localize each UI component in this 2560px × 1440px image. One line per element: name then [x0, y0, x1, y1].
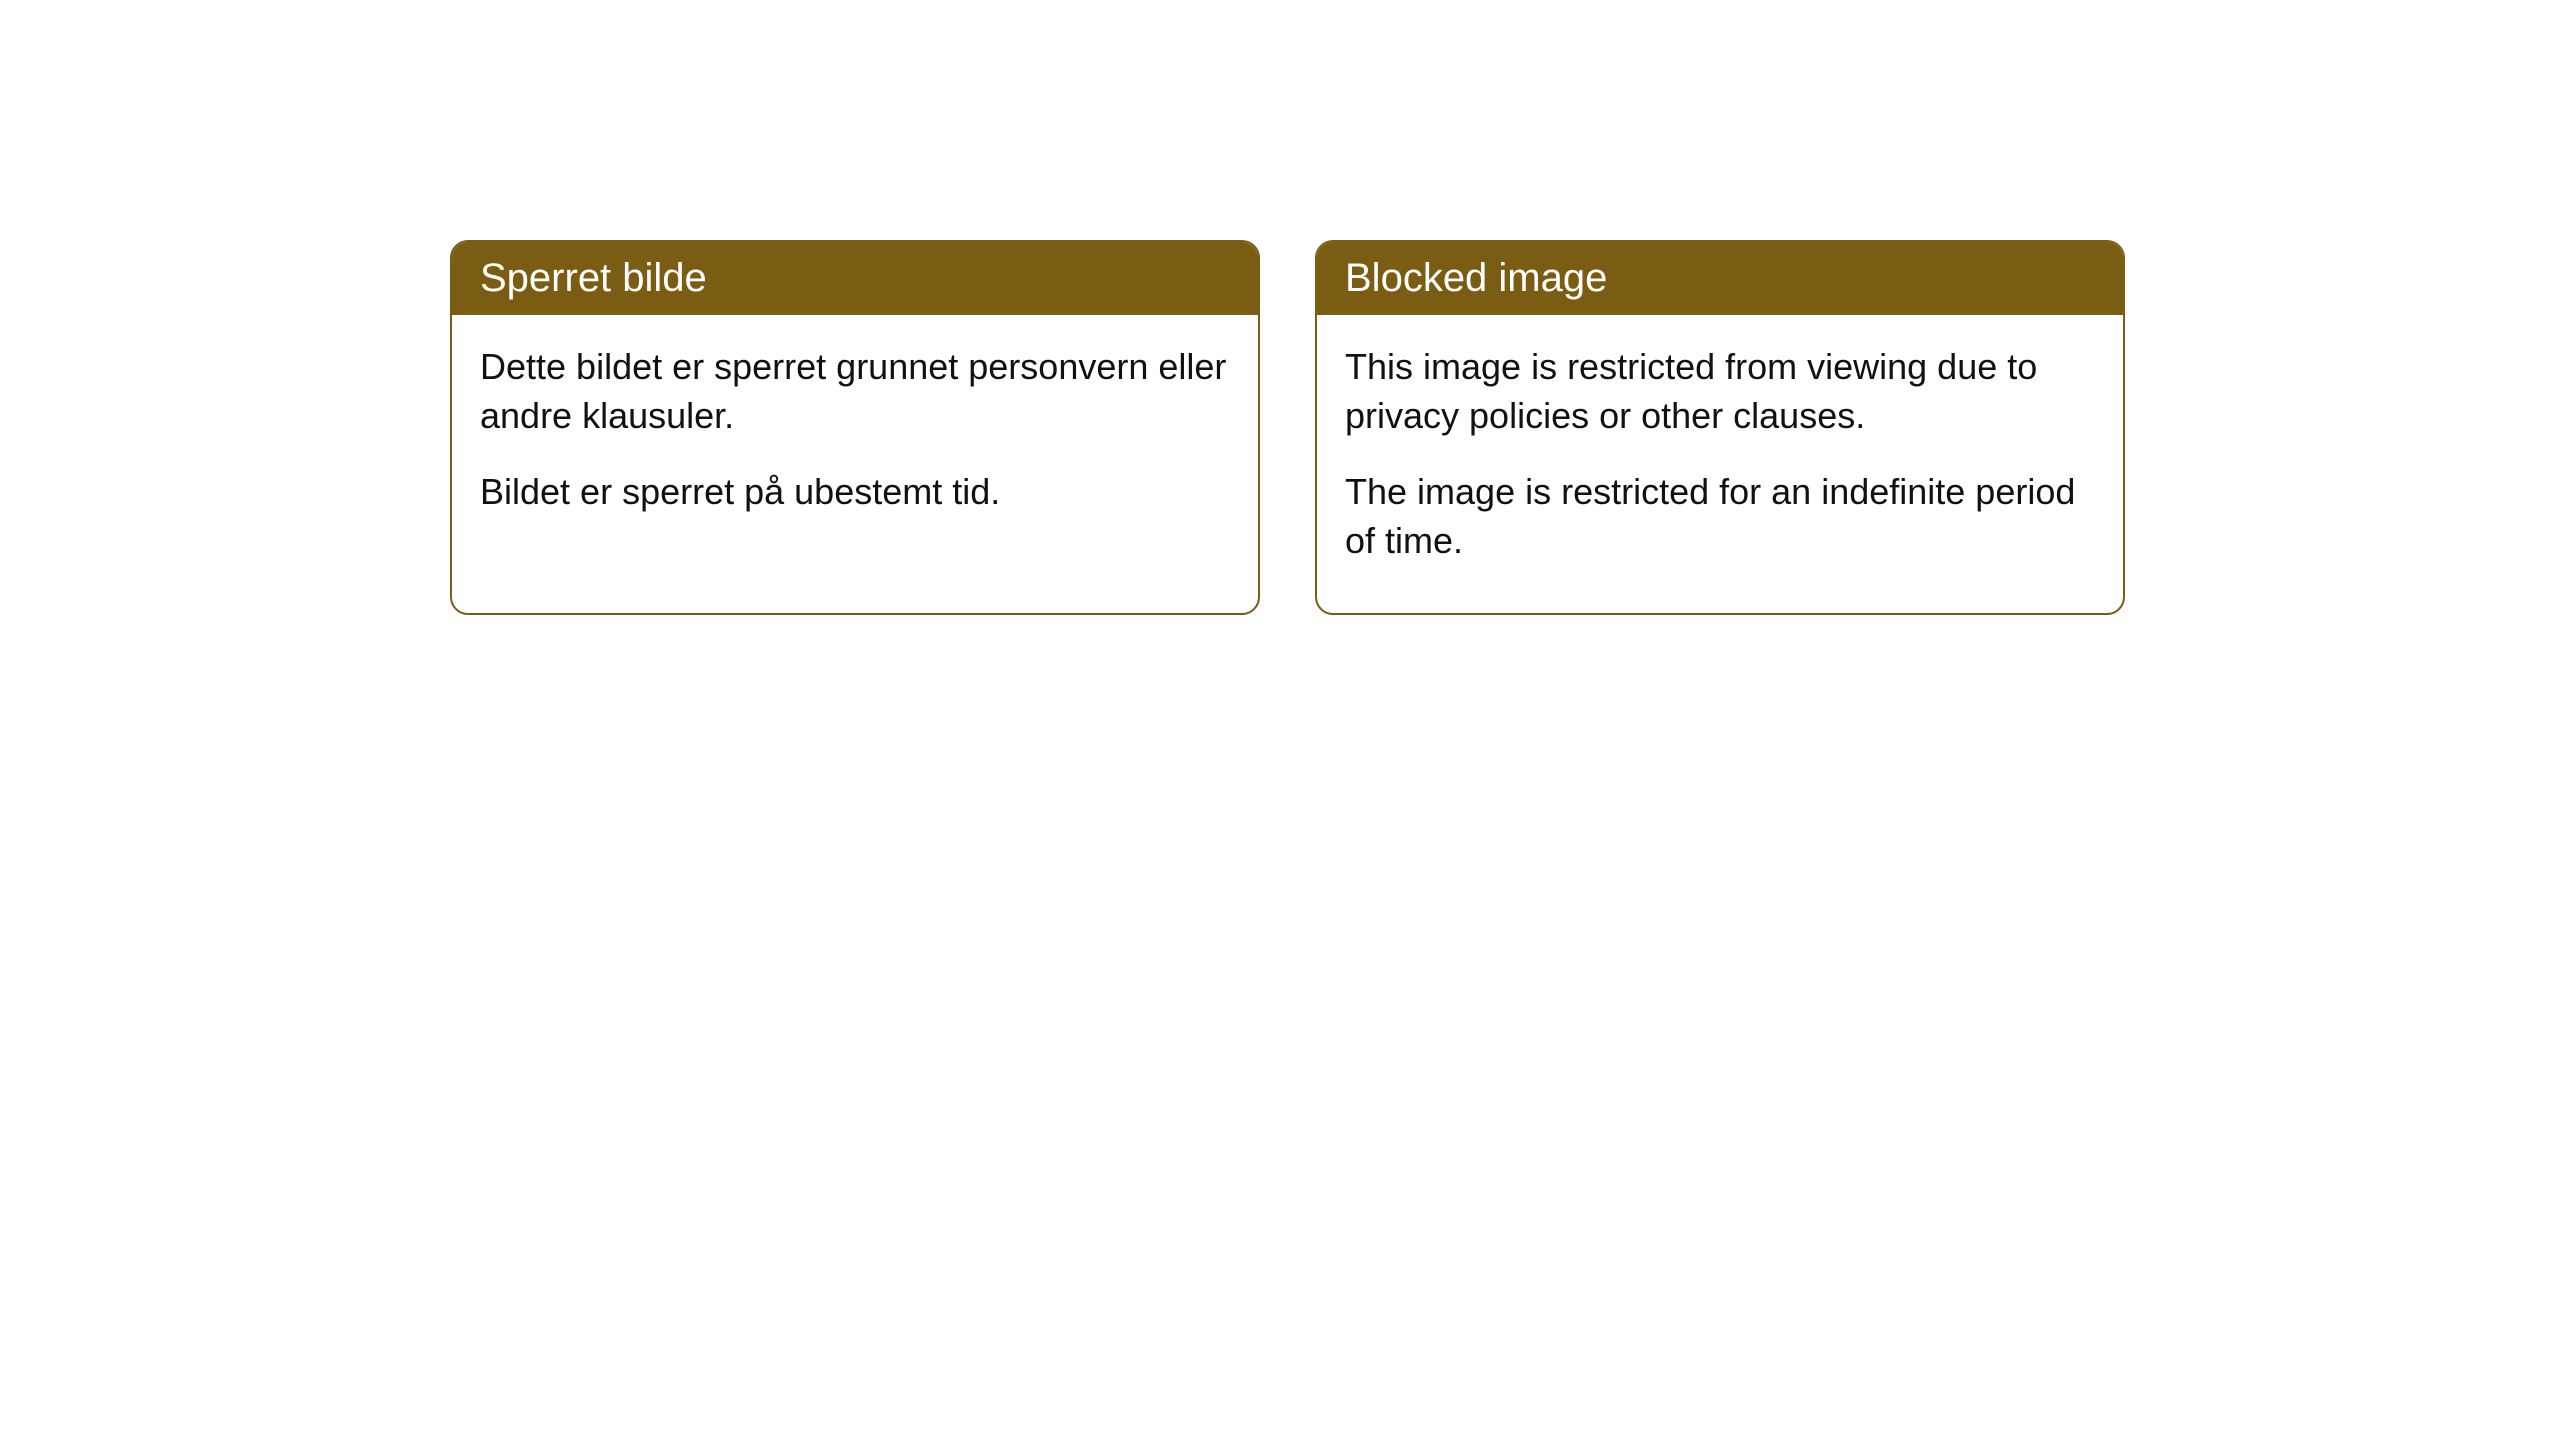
card-body: This image is restricted from viewing du… [1317, 315, 2123, 613]
card-paragraph: The image is restricted for an indefinit… [1345, 468, 2095, 565]
card-title: Blocked image [1345, 256, 1607, 300]
card-paragraph: This image is restricted from viewing du… [1345, 343, 2095, 440]
card-paragraph: Dette bildet er sperret grunnet personve… [480, 343, 1230, 440]
card-paragraph: Bildet er sperret på ubestemt tid. [480, 468, 1230, 517]
card-body: Dette bildet er sperret grunnet personve… [452, 315, 1258, 565]
blocked-image-card-norwegian: Sperret bilde Dette bildet er sperret gr… [450, 240, 1260, 615]
card-header: Sperret bilde [452, 242, 1258, 315]
card-title: Sperret bilde [480, 256, 707, 300]
card-header: Blocked image [1317, 242, 2123, 315]
cards-container: Sperret bilde Dette bildet er sperret gr… [450, 240, 2125, 615]
blocked-image-card-english: Blocked image This image is restricted f… [1315, 240, 2125, 615]
